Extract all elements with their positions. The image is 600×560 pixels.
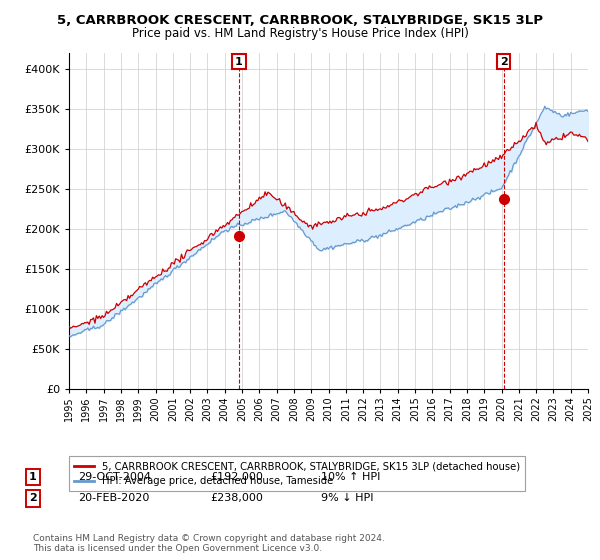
Text: 2: 2 — [500, 57, 508, 67]
Text: 5, CARRBROOK CRESCENT, CARRBROOK, STALYBRIDGE, SK15 3LP: 5, CARRBROOK CRESCENT, CARRBROOK, STALYB… — [57, 14, 543, 27]
Text: 1: 1 — [29, 472, 37, 482]
Text: 29-OCT-2004: 29-OCT-2004 — [78, 472, 151, 482]
Text: 10% ↑ HPI: 10% ↑ HPI — [321, 472, 380, 482]
Text: Contains HM Land Registry data © Crown copyright and database right 2024.
This d: Contains HM Land Registry data © Crown c… — [33, 534, 385, 553]
Text: 1: 1 — [235, 57, 243, 67]
Text: 2: 2 — [29, 493, 37, 503]
Text: £238,000: £238,000 — [210, 493, 263, 503]
Text: £192,000: £192,000 — [210, 472, 263, 482]
Text: 20-FEB-2020: 20-FEB-2020 — [78, 493, 149, 503]
Legend: 5, CARRBROOK CRESCENT, CARRBROOK, STALYBRIDGE, SK15 3LP (detached house), HPI: A: 5, CARRBROOK CRESCENT, CARRBROOK, STALYB… — [69, 456, 525, 491]
Text: 9% ↓ HPI: 9% ↓ HPI — [321, 493, 373, 503]
Text: Price paid vs. HM Land Registry's House Price Index (HPI): Price paid vs. HM Land Registry's House … — [131, 27, 469, 40]
